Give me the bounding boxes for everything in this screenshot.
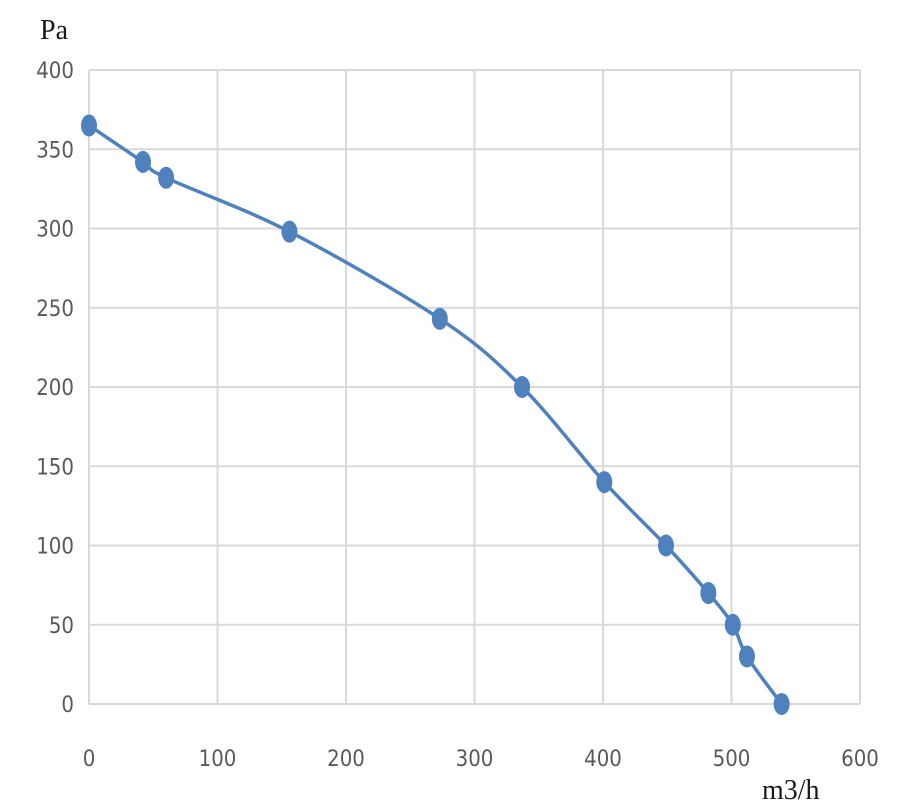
y-tick-label: 50: [49, 614, 74, 639]
data-points: [81, 114, 790, 715]
x-tick-label: 300: [456, 747, 494, 772]
data-point: [596, 471, 613, 494]
data-point: [134, 150, 151, 173]
x-tick-label: 500: [713, 747, 751, 772]
data-point: [431, 307, 448, 330]
data-point: [657, 534, 674, 557]
x-tick-label: 400: [584, 747, 622, 772]
data-point: [773, 693, 790, 715]
data-point: [738, 645, 755, 668]
data-point: [81, 114, 97, 137]
y-tick-label: 250: [36, 297, 74, 322]
data-point: [724, 613, 741, 636]
x-axis-ticks: 0 100 200 300 400 500 600: [83, 747, 879, 772]
y-tick-label: 150: [36, 455, 74, 480]
x-axis-unit: m3/h: [762, 775, 820, 806]
x-tick-label: 200: [327, 747, 365, 772]
grid: [88, 69, 861, 705]
y-axis-ticks: 0 50 100 150 200 250 300 350 400: [36, 59, 74, 718]
y-tick-label: 200: [36, 376, 74, 401]
x-tick-label: 0: [83, 747, 96, 772]
y-tick-label: 100: [36, 535, 74, 560]
x-tick-label: 100: [199, 747, 237, 772]
data-point: [700, 582, 717, 605]
data-point: [281, 220, 298, 243]
y-tick-label: 400: [36, 59, 74, 84]
data-point: [514, 376, 531, 398]
y-axis-unit: Pa: [40, 15, 69, 46]
y-tick-label: 0: [61, 693, 74, 718]
y-tick-label: 350: [36, 138, 74, 163]
data-point: [158, 166, 175, 189]
x-tick-label: 600: [841, 747, 879, 772]
y-tick-label: 300: [36, 218, 74, 243]
series-line: [87, 123, 784, 706]
